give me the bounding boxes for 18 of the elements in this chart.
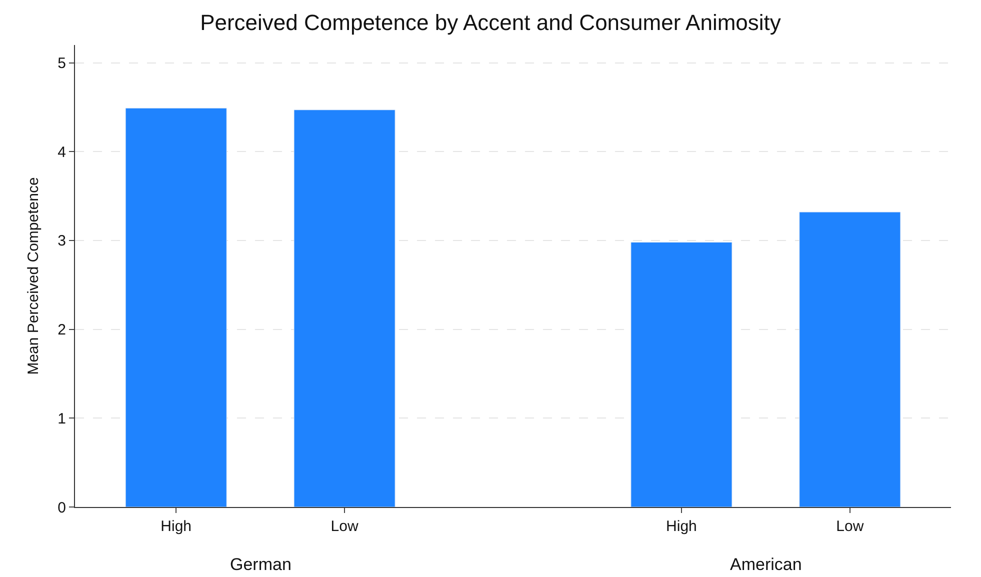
y-tick-label: 5 (58, 55, 66, 72)
x-tick-label: High (666, 518, 697, 535)
x-tick-label: Low (836, 518, 864, 535)
chart-title: Perceived Competence by Accent and Consumer Animosity (200, 10, 781, 35)
bar (125, 108, 227, 507)
y-tick-label: 1 (58, 410, 66, 428)
x-tick-label: Low (330, 518, 358, 535)
bar (799, 212, 901, 507)
y-tick-label: 4 (58, 144, 66, 161)
text: German (230, 555, 292, 574)
bar (294, 110, 396, 507)
x-tick-label: High (160, 518, 192, 535)
y-tick-label: 2 (58, 322, 66, 339)
bar (630, 242, 732, 507)
y-tick-label: 3 (58, 232, 66, 250)
text: American (730, 555, 802, 574)
y-tick-label: 0 (58, 499, 66, 516)
y-axis-title: Mean Perceived Competence (24, 177, 42, 375)
